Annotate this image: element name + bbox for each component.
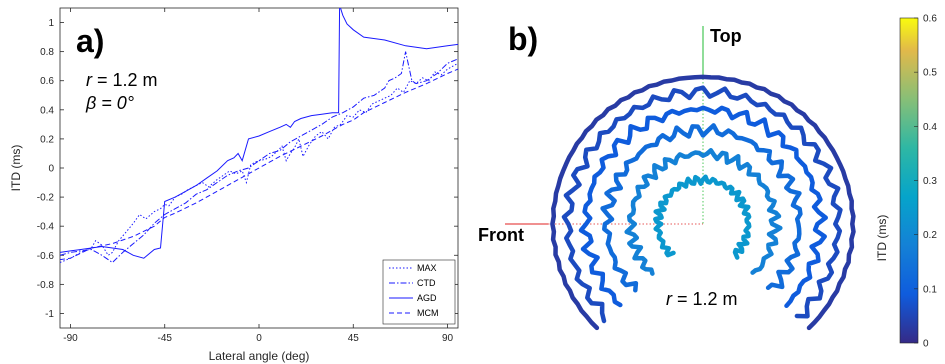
- top-direction-label: Top: [710, 26, 742, 46]
- y-tick-label: 0.6: [40, 76, 54, 87]
- panel-a-line-chart: -1 -0.8 -0.6 -0.4 -0.2 0 0.2 0.4 0.6 0.8 1 -90 -45 0…: [9, 7, 459, 363]
- colorbar-tick-label: 0.6: [923, 14, 937, 25]
- x-tick-label: -45: [158, 333, 173, 344]
- x-tick-label: 0: [256, 333, 262, 344]
- distance-value-b: = 1.2 m: [672, 289, 738, 309]
- y-tick-labels: -1 -0.8 -0.6 -0.4 -0.2 0 0.2 0.4 0.6 0.8 1: [37, 18, 55, 320]
- y-tick-label: 0.4: [40, 105, 54, 116]
- itd-contour-level: [550, 74, 856, 331]
- distance-annotation-a: r = 1.2 m: [86, 70, 158, 90]
- legend-box: [382, 259, 456, 325]
- x-tick-labels: -90 -45 0 45 90: [63, 333, 453, 344]
- x-tick-label: 90: [442, 333, 454, 344]
- elevation-value: = 0°: [96, 93, 134, 113]
- distance-annotation-b: r = 1.2 m: [666, 289, 738, 309]
- itd-contour-level: [624, 148, 783, 276]
- itd-contour-level: [653, 174, 752, 260]
- itd-contour-level: [561, 85, 843, 324]
- distance-symbol-b: r: [666, 289, 673, 309]
- front-direction-label: Front: [478, 225, 524, 245]
- y-tick-label: 0.2: [40, 134, 54, 145]
- legend: MAX CTD AGD MCM: [382, 259, 456, 325]
- y-tick-label: -1: [45, 309, 54, 320]
- colorbar-tick-labels: 0 0.1 0.2 0.3 0.4 0.5 0.6: [914, 14, 937, 350]
- series-ctd-line: [60, 51, 458, 264]
- panel-a-label: a): [76, 23, 104, 59]
- y-axis-label: ITD (ms): [9, 145, 23, 192]
- y-tick-label: -0.2: [37, 193, 55, 204]
- x-axis-label: Lateral angle (deg): [209, 349, 310, 363]
- legend-label-max: MAX: [417, 263, 437, 273]
- legend-label-mcm: MCM: [417, 308, 439, 318]
- y-tick-label: -0.4: [37, 222, 55, 233]
- colorbar-tick-label: 0.5: [923, 68, 937, 79]
- colorbar-tick-label: 0.4: [923, 122, 937, 133]
- distance-symbol: r: [86, 70, 93, 90]
- colorbar-tick-label: 0.3: [923, 176, 937, 187]
- y-tick-label: 0: [48, 164, 54, 175]
- series-mcm-line: [60, 68, 458, 261]
- panel-b-label: b): [508, 21, 538, 57]
- y-tick-label: 1: [48, 18, 54, 29]
- colorbar-tick-label: 0: [923, 339, 929, 350]
- colorbar-tick-label: 0.1: [923, 284, 937, 295]
- x-tick-label: -90: [63, 333, 78, 344]
- y-tick-label: 0.8: [40, 47, 54, 58]
- itd-contour-level: [578, 105, 828, 309]
- distance-value: = 1.2 m: [92, 70, 158, 90]
- colorbar-label: ITD (ms): [875, 215, 889, 262]
- itd-contours: [550, 74, 856, 331]
- series-agd-line: [60, 8, 458, 259]
- panel-b-contour-plot: b) Top Front r = 1.2 m 00.10.20.30.40.50…: [478, 14, 937, 350]
- tick-marks-a: [60, 8, 458, 328]
- legend-label-ctd: CTD: [417, 278, 436, 288]
- x-tick-label: 45: [348, 333, 360, 344]
- legend-entries: MAX CTD AGD MCM: [389, 263, 439, 318]
- colorbar-tick-label: 0.2: [923, 230, 937, 241]
- elevation-annotation: β = 0°: [85, 93, 134, 113]
- y-tick-label: -0.8: [37, 280, 55, 291]
- itd-contour-level: [600, 123, 803, 293]
- series-lines: [60, 8, 458, 264]
- legend-label-agd: AGD: [417, 293, 437, 303]
- elevation-symbol: β: [85, 93, 96, 113]
- y-tick-label: -0.6: [37, 251, 55, 262]
